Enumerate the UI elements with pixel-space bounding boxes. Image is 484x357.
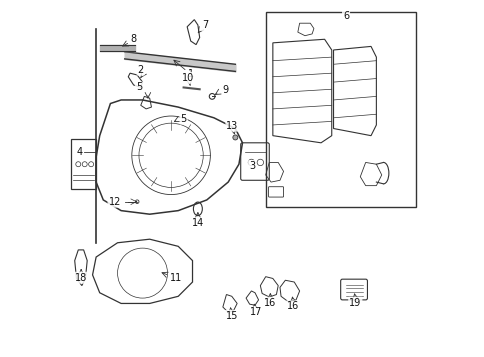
Text: 11: 11	[170, 273, 182, 283]
Text: 15: 15	[225, 311, 238, 321]
Text: 5: 5	[136, 82, 142, 92]
Text: 2: 2	[137, 65, 144, 75]
Text: 18: 18	[75, 273, 87, 283]
Text: 16: 16	[264, 298, 276, 308]
Text: 4: 4	[76, 147, 82, 157]
Text: 8: 8	[130, 34, 136, 44]
Text: 14: 14	[191, 218, 204, 228]
Text: 3: 3	[249, 161, 255, 171]
Text: 17: 17	[249, 307, 262, 317]
Text: 1: 1	[187, 69, 194, 79]
Text: 12: 12	[108, 197, 121, 207]
Text: 10: 10	[182, 73, 194, 83]
Text: 9: 9	[222, 85, 228, 95]
Text: 13: 13	[226, 121, 238, 131]
Text: 6: 6	[342, 11, 348, 21]
Text: 19: 19	[348, 298, 361, 308]
Text: 5: 5	[180, 114, 186, 124]
Text: 16: 16	[287, 301, 299, 311]
Text: 7: 7	[201, 20, 208, 30]
Circle shape	[232, 135, 237, 140]
